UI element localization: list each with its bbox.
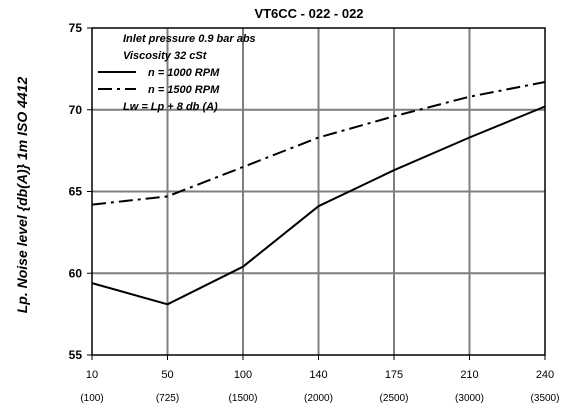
chart-title: VT6CC - 022 - 022	[254, 6, 363, 21]
y-tick-label: 65	[69, 185, 83, 199]
series-line-1500-rpm	[91, 81, 546, 206]
legend-label-1500-rpm: n = 1500 RPM	[148, 84, 220, 96]
x-tick-label: 240	[536, 369, 554, 381]
series-line-1000-rpm	[91, 105, 546, 306]
data-series	[91, 81, 546, 306]
x-tick-labels: 10 50 100 140 175 210 240	[86, 355, 554, 381]
x-tick-label: 100	[234, 369, 252, 381]
grid-lines	[92, 28, 545, 355]
x-tick-label-secondary: (100)	[80, 393, 103, 404]
y-tick-label: 70	[69, 103, 83, 117]
legend-box: Inlet pressure 0.9 bar abs Viscosity 32 …	[98, 33, 256, 113]
x-tick-label: 10	[86, 369, 98, 381]
x-tick-label: 140	[309, 369, 327, 381]
y-tick-labels: 55 60 65 70 75	[69, 21, 92, 362]
x-tick-label-secondary: (3500)	[531, 393, 560, 404]
legend-label-1000-rpm: n = 1000 RPM	[148, 67, 220, 79]
y-tick-label: 60	[69, 266, 83, 280]
y-tick-label: 75	[69, 21, 83, 35]
y-tick-label: 55	[69, 348, 83, 362]
x-tick-label-secondary: (2500)	[380, 393, 409, 404]
x-tick-label-secondary: (725)	[156, 393, 179, 404]
y-axis-label: Lp. Noise level {db(A)} 1m ISO 4412	[14, 77, 30, 314]
viscosity-note: Viscosity 32 cSt	[123, 50, 208, 62]
x-tick-label: 175	[385, 369, 403, 381]
x-tick-label-secondary: (3000)	[455, 393, 484, 404]
x-tick-label-secondary: (2000)	[304, 393, 333, 404]
x-tick-label-secondary: (1500)	[229, 393, 258, 404]
x-tick-label: 50	[161, 369, 173, 381]
x-tick-labels-secondary: (100) (725) (1500) (2000) (2500) (3000) (3500)	[80, 393, 559, 404]
x-tick-label: 210	[460, 369, 478, 381]
inlet-pressure-note: Inlet pressure 0.9 bar abs	[123, 33, 256, 45]
lw-note: Lw = Lp + 8 db (A)	[123, 101, 218, 113]
